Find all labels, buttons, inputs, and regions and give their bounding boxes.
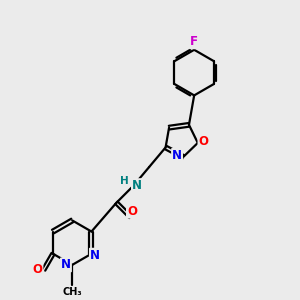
Text: F: F — [190, 35, 198, 48]
Text: O: O — [32, 263, 43, 276]
Text: N: N — [132, 179, 142, 192]
Text: O: O — [127, 205, 137, 218]
Text: CH₃: CH₃ — [62, 287, 82, 297]
Text: N: N — [172, 149, 182, 162]
Text: N: N — [90, 249, 100, 262]
Text: H: H — [120, 176, 129, 185]
Text: N: N — [61, 258, 71, 272]
Text: O: O — [199, 135, 208, 148]
